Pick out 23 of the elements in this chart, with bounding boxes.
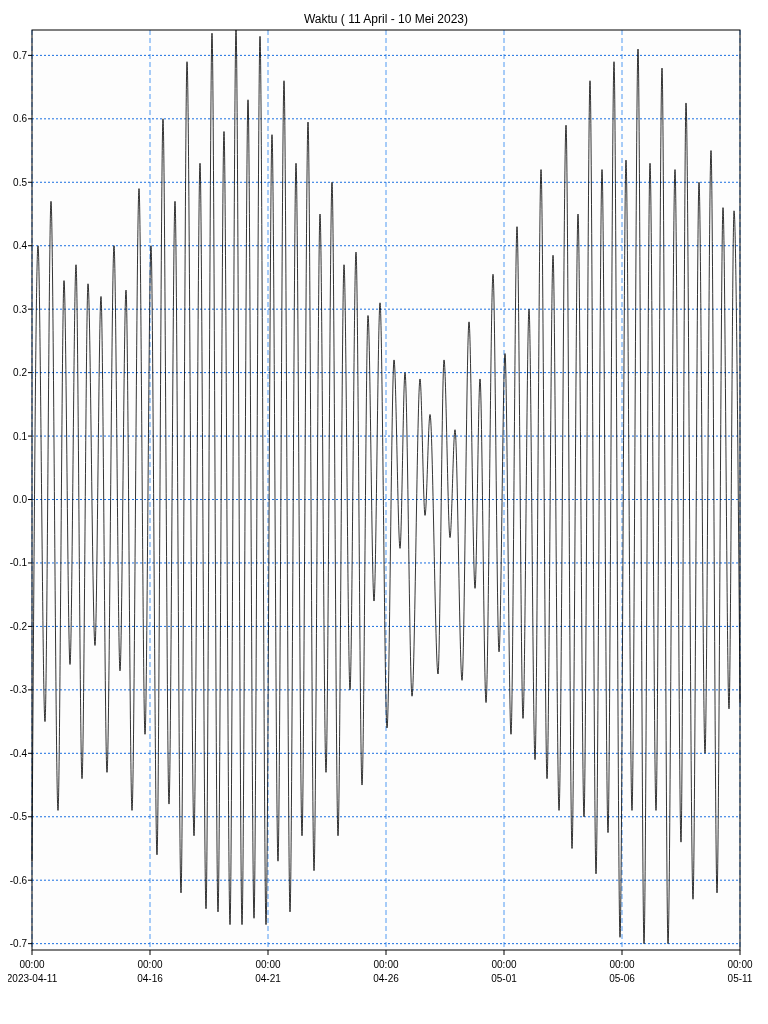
y-tick-label: -0.5 <box>9 811 28 823</box>
y-tick-label: 0.5 <box>13 176 28 188</box>
x-tick-label: 00:00 05-11 <box>727 959 753 984</box>
y-tick-label: -0.3 <box>9 684 28 696</box>
x-tick-label: 00:00 04-26 <box>373 959 400 984</box>
y-tick-label: 0.0 <box>13 494 28 506</box>
x-tick-label: 00:00 05-06 <box>609 959 636 984</box>
x-tick-label: 00:00 05-01 <box>491 959 518 984</box>
y-tick-label: 0.1 <box>13 430 28 442</box>
y-tick-label: -0.2 <box>9 620 28 632</box>
x-tick-label: 00:00 2023-04-11 <box>6 959 58 984</box>
y-tick-label: 0.4 <box>13 240 28 252</box>
y-tick-label: 0.6 <box>13 113 28 125</box>
y-tick-label: 0.7 <box>13 49 28 61</box>
chart-title: Waktu ( 11 April - 10 Mei 2023) <box>303 12 469 26</box>
y-tick-label: 0.3 <box>13 303 28 315</box>
y-tick-label: 0.2 <box>13 367 28 379</box>
x-tick-label: 00:00 04-16 <box>137 959 164 984</box>
y-tick-label: -0.4 <box>9 747 28 759</box>
x-tick-label: 00:00 04-21 <box>255 959 282 984</box>
y-tick-label: -0.1 <box>9 557 28 569</box>
y-tick-label: -0.6 <box>9 874 28 886</box>
y-tick-label: -0.7 <box>9 938 28 950</box>
